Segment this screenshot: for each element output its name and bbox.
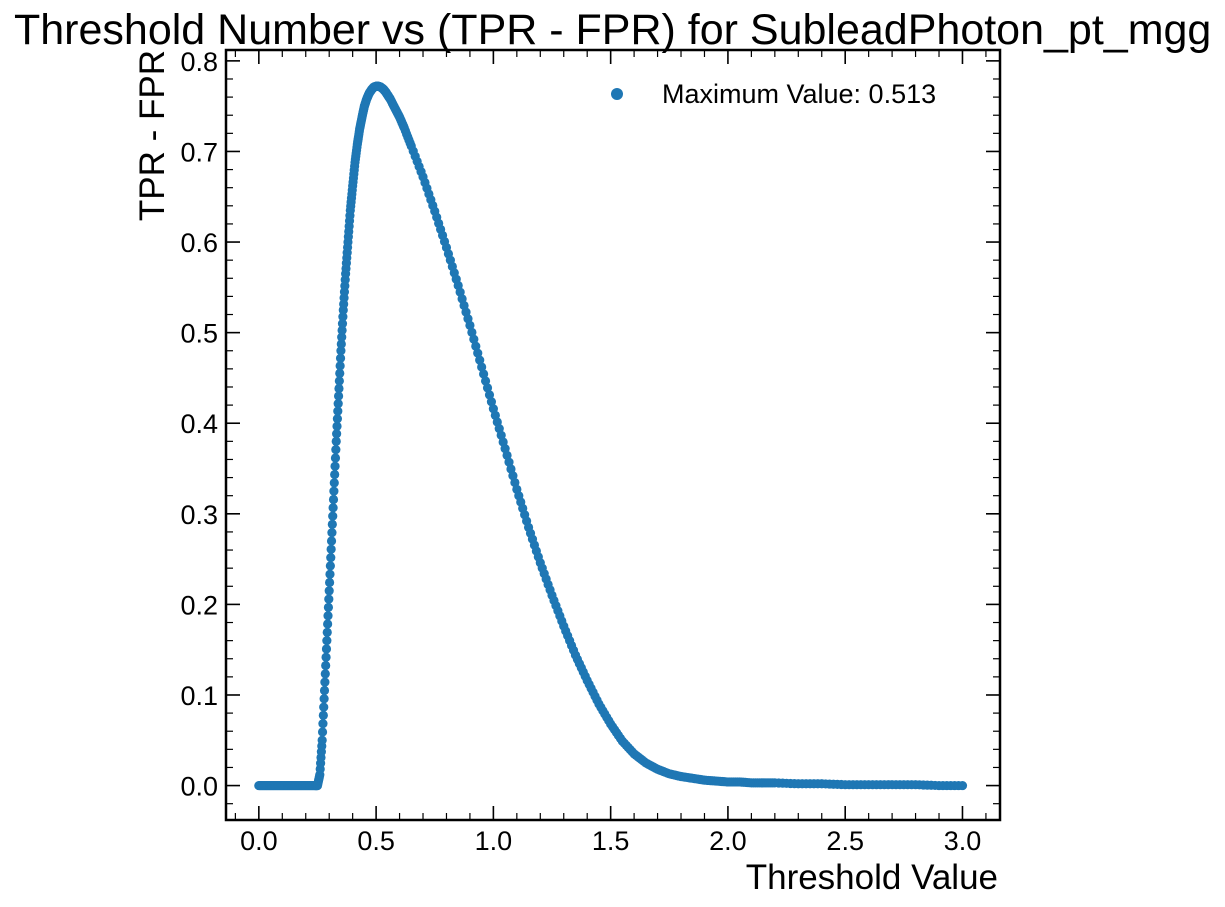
data-point <box>325 561 335 571</box>
data-point <box>317 735 327 745</box>
data-point <box>337 325 347 335</box>
data-point <box>324 586 334 596</box>
data-point <box>330 469 340 480</box>
x-tick-label: 2.5 <box>826 826 864 856</box>
data-point <box>334 383 344 394</box>
y-tick-label: 0.1 <box>180 681 218 711</box>
data-point <box>324 577 335 588</box>
data-point <box>324 594 334 604</box>
data-point <box>331 436 341 446</box>
data-point <box>318 719 328 729</box>
data-point <box>337 332 347 342</box>
data-point <box>335 368 345 378</box>
data-point <box>338 312 348 322</box>
data-point <box>477 362 487 372</box>
data-point <box>486 397 497 407</box>
data-point <box>467 327 477 337</box>
data-point <box>336 346 346 356</box>
x-tick-label: 1.0 <box>475 826 513 856</box>
y-tick-label: 0.2 <box>180 590 218 620</box>
data-point <box>328 494 339 505</box>
data-point <box>325 569 335 579</box>
data-point <box>332 414 343 424</box>
data-point <box>332 421 342 431</box>
data-point <box>319 694 329 704</box>
data-point <box>331 445 341 455</box>
data-point <box>330 453 341 463</box>
data-point <box>484 390 495 400</box>
chart-title: Threshold Number vs (TPR - FPR) for Subl… <box>14 6 1211 54</box>
x-tick-label: 0.0 <box>240 826 278 856</box>
data-point <box>323 611 333 621</box>
plot-area <box>254 81 968 791</box>
data-point <box>482 383 493 393</box>
data-point <box>321 644 332 654</box>
y-axis-label: TPR - FPR <box>133 50 172 221</box>
x-axis-label: Threshold Value <box>746 858 998 897</box>
y-tick-label: 0.3 <box>180 500 218 530</box>
plot-frame <box>224 48 1002 822</box>
data-point <box>335 361 345 371</box>
y-tick-label: 0.7 <box>180 137 218 167</box>
legend-marker <box>611 88 623 100</box>
data-point <box>480 376 491 386</box>
data-point <box>322 636 332 646</box>
data-point <box>479 369 489 379</box>
data-point <box>319 702 329 712</box>
data-point <box>321 652 331 662</box>
data-point <box>473 348 483 358</box>
data-point <box>319 685 330 696</box>
data-point <box>327 519 337 529</box>
x-tick-label: 2.0 <box>709 826 747 856</box>
data-point <box>957 780 968 791</box>
data-point <box>337 318 348 329</box>
legend-entry: Maximum Value: 0.513 <box>662 79 936 109</box>
y-axis: 0.0 0.1 0.2 0.3 0.4 0.5 0.6 0.7 0.8 <box>180 47 1000 805</box>
data-point <box>471 341 481 351</box>
legend: Maximum Value: 0.513 <box>611 79 936 109</box>
data-point <box>469 334 479 344</box>
data-point <box>335 353 346 363</box>
data-point <box>475 355 485 365</box>
x-tick-label: 3.0 <box>944 826 982 856</box>
data-point <box>322 627 332 637</box>
data-point <box>328 511 338 521</box>
data-point <box>333 391 344 401</box>
data-point <box>329 486 339 496</box>
x-tick-label: 0.5 <box>357 826 395 856</box>
data-point <box>318 710 328 720</box>
y-tick-label: 0.5 <box>180 319 218 349</box>
data-point <box>320 677 330 687</box>
data-point <box>336 339 346 349</box>
data-point <box>327 528 337 538</box>
y-tick-label: 0.4 <box>180 409 218 439</box>
data-point <box>323 602 334 613</box>
x-axis: 0.0 0.5 1.0 1.5 2.0 2.5 3.0 <box>234 50 987 856</box>
y-tick-label: 0.8 <box>180 47 218 77</box>
data-point <box>330 461 340 471</box>
data-point <box>328 503 338 513</box>
data-point <box>333 398 343 409</box>
data-point <box>465 320 475 330</box>
y-tick-label: 0.6 <box>180 228 218 258</box>
data-point <box>329 478 339 488</box>
data-point <box>317 727 328 737</box>
data-point <box>326 552 336 563</box>
data-point <box>321 660 331 671</box>
data-point <box>320 669 330 679</box>
data-point <box>323 619 333 629</box>
data-point <box>332 429 342 439</box>
data-point <box>326 536 337 546</box>
x-tick-label: 1.5 <box>592 826 630 856</box>
data-point <box>326 544 336 554</box>
data-point <box>333 406 343 416</box>
y-tick-label: 0.0 <box>180 772 218 802</box>
data-point <box>334 376 344 386</box>
